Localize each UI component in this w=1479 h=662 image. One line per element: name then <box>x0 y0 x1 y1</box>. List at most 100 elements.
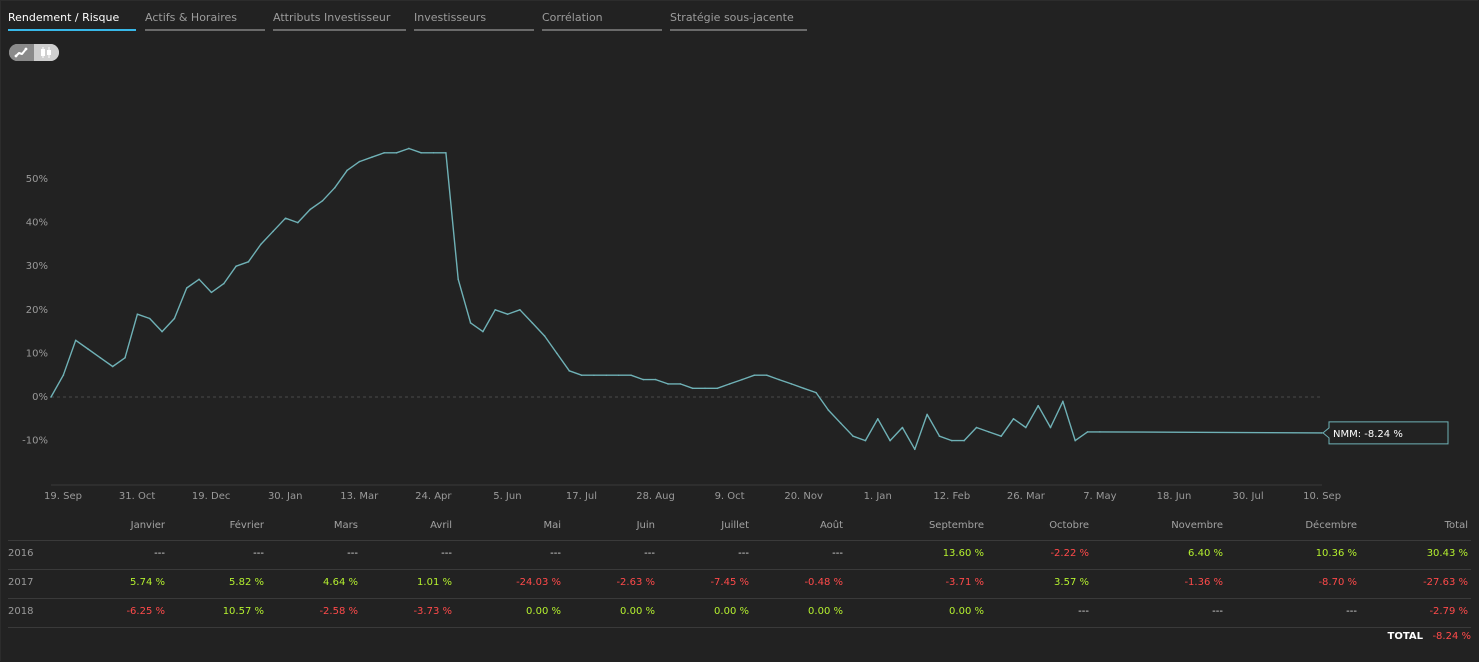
data-point <box>346 169 348 172</box>
data-point <box>74 339 77 342</box>
column-header: Février <box>229 520 264 531</box>
total-value: -8.24 % <box>1432 631 1471 642</box>
column-header: Total <box>1444 520 1468 531</box>
data-point <box>778 378 780 381</box>
data-point <box>605 374 608 377</box>
data-point <box>815 391 817 394</box>
monthly-returns-table: Janvier Février Mars Avril Mai Juin Juillet Aoû… <box>8 516 1471 628</box>
data-point <box>173 317 176 320</box>
data-point <box>1086 431 1089 433</box>
data-point <box>827 409 830 411</box>
return-cell: -7.45 % <box>710 577 749 588</box>
data-point <box>99 356 102 359</box>
return-cell: -2.63 % <box>616 577 655 588</box>
tab-correlation[interactable]: Corrélation <box>542 10 662 31</box>
data-point <box>358 160 361 163</box>
return-cell: 0.00 % <box>526 606 561 617</box>
column-header: Octobre <box>1049 520 1089 531</box>
candlestick-button[interactable] <box>34 44 59 61</box>
y-tick-label: -10% <box>22 436 48 447</box>
data-point <box>728 383 731 385</box>
x-tick-label: 5. Jun <box>493 491 521 502</box>
tab-strategie-sous-jacente[interactable]: Stratégie sous-jacente <box>670 10 807 31</box>
data-point <box>210 291 213 294</box>
return-cell: --- <box>644 548 655 559</box>
column-header: Novembre <box>1171 520 1223 531</box>
column-header: Janvier <box>130 520 165 531</box>
data-point <box>494 309 497 311</box>
column-header: Mars <box>333 520 358 531</box>
data-point <box>876 418 879 420</box>
tab-actifs-horaires[interactable]: Actifs & Horaires <box>145 10 265 31</box>
data-point <box>408 147 410 150</box>
data-point <box>445 152 447 154</box>
line-chart-button[interactable] <box>9 44 34 61</box>
data-point <box>185 287 188 289</box>
data-point <box>1049 426 1052 429</box>
data-point <box>765 374 768 377</box>
return-cell: --- <box>1078 606 1089 617</box>
column-header: Août <box>819 520 843 531</box>
data-point <box>580 374 583 377</box>
data-point <box>1321 432 1323 434</box>
data-point <box>519 309 521 311</box>
data-point <box>457 278 460 281</box>
data-point <box>222 282 225 285</box>
column-header: Mai <box>543 520 561 531</box>
data-point <box>272 230 274 233</box>
column-header: Septembre <box>928 520 984 531</box>
x-tick-label: 28. Aug <box>636 491 675 502</box>
data-point <box>469 322 472 324</box>
year-cell: 2018 <box>8 606 34 617</box>
tab-investisseurs[interactable]: Investisseurs <box>414 10 534 31</box>
data-point <box>136 313 139 315</box>
return-cell: 4.64 % <box>323 577 358 588</box>
return-cell: 5.74 % <box>130 577 165 588</box>
data-point <box>321 200 324 202</box>
data-point <box>679 383 682 385</box>
return-cell: --- <box>550 548 561 559</box>
data-point <box>556 352 558 355</box>
data-point <box>1062 400 1064 403</box>
data-point <box>704 387 706 390</box>
data-point <box>247 261 250 263</box>
x-tick-label: 31. Oct <box>119 491 155 502</box>
return-cell: 1.01 % <box>417 577 452 588</box>
y-tick-label: 10% <box>26 348 48 359</box>
tab-rendement-risque[interactable]: Rendement / Risque <box>8 10 136 31</box>
year-cell: 2016 <box>8 548 34 559</box>
chart-type-toggle[interactable] <box>9 44 59 61</box>
data-point <box>124 356 126 359</box>
y-tick-label: 20% <box>26 305 48 316</box>
tab-attributs-investisseur[interactable]: Attributs Investisseur <box>273 10 406 31</box>
candlestick-icon <box>41 47 51 58</box>
data-point <box>802 387 805 390</box>
x-tick-label: 24. Apr <box>415 491 452 502</box>
data-point <box>371 156 373 158</box>
total-label: TOTAL <box>1387 631 1423 642</box>
data-point <box>383 152 385 154</box>
data-point <box>1037 404 1039 407</box>
data-point <box>432 152 435 154</box>
return-cell: 0.00 % <box>714 606 749 617</box>
return-series-line <box>50 147 1323 450</box>
x-tick-label: 9. Oct <box>715 491 745 502</box>
return-cell: -2.22 % <box>1050 548 1089 559</box>
total-row: TOTAL -8.24 % <box>8 626 1471 648</box>
return-cell: -2.58 % <box>319 606 358 617</box>
data-point <box>691 387 694 390</box>
data-point <box>716 387 719 390</box>
column-header: Juin <box>636 520 655 531</box>
data-point <box>667 383 669 385</box>
return-cell: 0.00 % <box>949 606 984 617</box>
x-tick-label: 30. Jul <box>1232 491 1263 502</box>
x-tick-label: 12. Feb <box>933 491 970 502</box>
data-point <box>543 335 546 337</box>
table-header-row: Janvier Février Mars Avril Mai Juin Juillet Aoû… <box>8 516 1471 541</box>
x-tick-label: 18. Jun <box>1157 491 1192 502</box>
data-point <box>62 374 65 377</box>
return-cell: --- <box>253 548 264 559</box>
return-cell: -8.70 % <box>1318 577 1357 588</box>
data-point <box>790 383 793 385</box>
data-point <box>901 426 904 429</box>
